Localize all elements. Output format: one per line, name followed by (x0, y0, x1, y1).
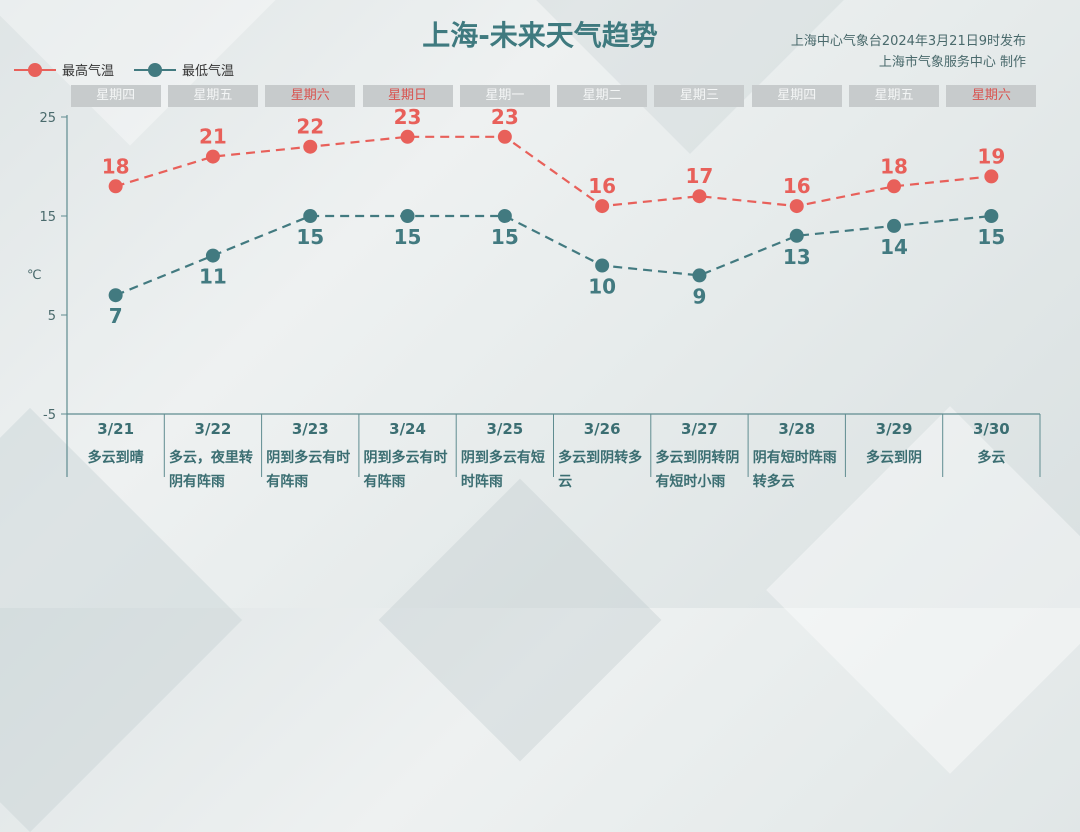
low-temp-point (984, 209, 999, 223)
forecast-cell: 3/29 多云到阴 (850, 420, 938, 470)
legend-high-marker (14, 62, 56, 77)
forecast-cell: 3/30 多云 (947, 420, 1035, 470)
high-temp-point (108, 179, 123, 194)
high-temp-line (115, 135, 992, 208)
weather-description: 多云到晴 (87, 450, 144, 466)
weather-description: 多云，夜里转阴有阵雨 (168, 450, 253, 490)
low-temp-point (497, 209, 512, 223)
low-temp-label: 10 (588, 275, 616, 299)
high-temp-label: 19 (977, 144, 1005, 168)
legend-high: 最高气温 (14, 60, 114, 79)
temperature-chart: 25 15 5 -5 18 21 22 23 23 16 17 16 18 19 7 11 15 15 15 10 9 1… (39, 105, 1041, 477)
low-temp-label: 11 (199, 265, 227, 289)
date-label: 3/30 (972, 420, 1010, 438)
source-info: 上海中心气象台2024年3月21日9时发布 上海市气象服务中心 制作 (791, 31, 1026, 73)
low-temp-label: 15 (491, 225, 519, 249)
high-temp-point (595, 199, 610, 214)
high-temp-point (497, 129, 512, 144)
weekday-label: 星期四 (751, 85, 842, 107)
date-label: 3/29 (875, 420, 913, 438)
high-temp-point (984, 169, 999, 184)
page-title: 上海-未来天气趋势 (422, 19, 658, 52)
low-temp-point (303, 209, 318, 223)
forecast-cell: 3/22 多云，夜里转阴有阵雨 (169, 420, 257, 494)
weekday-label: 星期一 (459, 85, 550, 107)
date-label: 3/24 (389, 420, 426, 438)
high-temp-label: 16 (783, 174, 811, 198)
weather-description: 阴到多云有时有阵雨 (363, 450, 448, 490)
date-label: 3/25 (486, 420, 524, 438)
low-temp-point (205, 248, 220, 263)
high-temp-point (205, 149, 220, 164)
date-label: 3/28 (778, 420, 816, 438)
publish-info: 上海中心气象台2024年3月21日9时发布 (790, 34, 1026, 49)
forecast-cell: 3/27 多云到阴转阴有短时小雨 (655, 420, 743, 494)
forecast-cell: 3/23 阴到多云有时有阵雨 (266, 420, 354, 494)
legend-high-label: 最高气温 (62, 64, 115, 79)
date-label: 3/23 (291, 420, 329, 438)
high-temp-point (692, 189, 707, 204)
high-temp-point (400, 129, 415, 144)
low-temp-point (595, 258, 610, 273)
low-temp-label: 15 (296, 225, 324, 249)
y-tick-label: -5 (43, 408, 56, 423)
chart-legend: 最高气温 最低气温 (14, 60, 234, 79)
high-temp-label: 23 (394, 105, 422, 129)
weather-description: 阴有短时阵雨转多云 (752, 450, 837, 490)
high-temp-point (789, 199, 804, 214)
low-temp-label: 15 (977, 225, 1005, 249)
date-label: 3/21 (97, 420, 135, 438)
low-temp-point (692, 268, 707, 283)
date-label: 3/27 (681, 420, 718, 438)
low-temp-point (789, 228, 804, 243)
high-temp-label: 21 (199, 125, 227, 149)
legend-low-marker (134, 62, 177, 77)
y-tick-label: 5 (48, 309, 56, 324)
y-tick-label: 15 (39, 210, 56, 225)
date-label: 3/22 (194, 420, 232, 438)
forecast-cell: 3/21 多云到晴 (72, 420, 160, 470)
forecast-cell: 3/24 阴到多云有时有阵雨 (364, 420, 452, 494)
high-temp-label: 17 (686, 164, 714, 188)
low-temp-line (115, 214, 992, 297)
high-temp-label: 16 (588, 174, 616, 198)
high-temp-point (887, 179, 902, 194)
low-temp-label: 14 (880, 235, 908, 259)
weekday-label: 星期四 (70, 85, 161, 107)
weather-description: 多云 (977, 450, 1006, 466)
weekday-label: 星期日 (362, 85, 453, 107)
forecast-cell: 3/28 阴有短时阵雨转多云 (753, 420, 841, 494)
low-temp-label: 7 (109, 304, 123, 328)
weekday-label: 星期三 (654, 85, 745, 107)
weekday-label: 星期五 (167, 85, 258, 107)
weekday-label: 星期二 (557, 85, 648, 107)
weekday-label: 星期六 (946, 85, 1037, 107)
date-label: 3/26 (583, 420, 621, 438)
high-temp-label: 18 (102, 154, 130, 178)
producer-info: 上海市气象服务中心 制作 (878, 55, 1026, 70)
y-axis-unit: ℃ (27, 268, 42, 283)
weather-description: 阴到多云有短时阵雨 (460, 450, 545, 490)
y-tick-label: 25 (39, 111, 56, 126)
high-temp-label: 23 (491, 105, 519, 129)
low-temp-label: 9 (692, 284, 706, 308)
weekday-label: 星期五 (849, 85, 940, 107)
high-temp-label: 18 (880, 154, 908, 178)
low-temp-point (108, 288, 123, 303)
forecast-cell: 3/25 阴到多云有短时阵雨 (461, 420, 549, 494)
low-temp-label: 13 (783, 245, 811, 269)
weather-description: 多云到阴 (866, 450, 923, 466)
high-temp-point (303, 139, 318, 154)
low-temp-point (400, 209, 415, 223)
legend-low: 最低气温 (134, 60, 234, 79)
weather-description: 阴到多云有时有阵雨 (266, 450, 351, 490)
high-temp-label: 22 (296, 115, 324, 139)
legend-low-label: 最低气温 (182, 64, 235, 79)
forecast-cell: 3/26 多云到阴转多云 (558, 420, 646, 494)
low-temp-label: 15 (394, 225, 422, 249)
weather-description: 多云到阴转阴有短时小雨 (655, 450, 740, 490)
weather-description: 多云到阴转多云 (558, 450, 643, 490)
low-temp-point (887, 218, 902, 233)
weekday-label: 星期六 (265, 85, 356, 107)
